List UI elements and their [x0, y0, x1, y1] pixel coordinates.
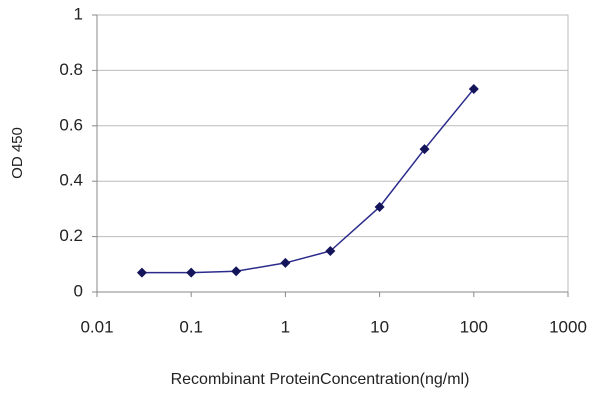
- data-point: [231, 266, 242, 277]
- x-axis-label: Recombinant ProteinConcentration(ng/ml): [171, 371, 470, 388]
- data-point: [186, 267, 197, 278]
- x-tick-label: 1000: [549, 317, 587, 336]
- y-tick-label: 0.6: [59, 115, 83, 134]
- x-tick-label: 0.01: [80, 317, 113, 336]
- data-point: [468, 83, 479, 94]
- y-tick-label: 1: [74, 4, 83, 23]
- data-point: [325, 246, 336, 257]
- y-tick-label: 0: [74, 281, 83, 300]
- y-tick-label: 0.4: [59, 171, 83, 190]
- x-tick-label: 0.1: [179, 317, 203, 336]
- data-point: [136, 267, 147, 278]
- data-point: [280, 257, 291, 268]
- plot-area: [96, 14, 569, 293]
- y-axis-label: OD 450: [9, 127, 26, 179]
- data-point: [419, 144, 430, 155]
- data-line: [141, 88, 475, 274]
- x-tick-label: 1: [281, 317, 290, 336]
- x-tick-label: 100: [460, 317, 488, 336]
- y-tick-label: 0.2: [59, 226, 83, 245]
- x-tick-label: 10: [370, 317, 389, 336]
- y-tick-label: 0.8: [59, 60, 83, 79]
- data-point: [374, 201, 385, 212]
